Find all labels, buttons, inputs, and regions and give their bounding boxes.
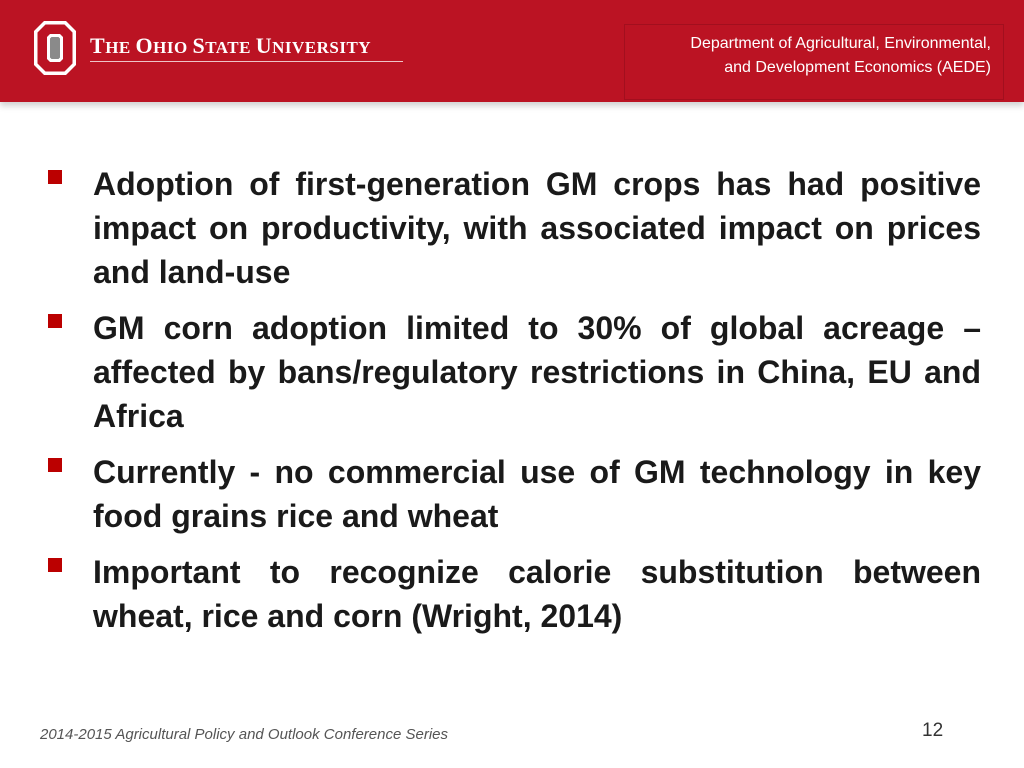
bullet-item: Currently - no commercial use of GM tech…	[40, 450, 981, 538]
square-bullet-icon	[48, 170, 62, 184]
bullet-item: Important to recognize calorie substitut…	[40, 550, 981, 638]
bullet-text: Currently - no commercial use of GM tech…	[93, 454, 981, 534]
footer-series-title: 2014-2015 Agricultural Policy and Outloo…	[40, 726, 449, 743]
square-bullet-icon	[48, 314, 62, 328]
department-line-2: and Development Economics (AEDE)	[724, 59, 991, 76]
bullet-text: GM corn adoption limited to 30% of globa…	[93, 310, 981, 434]
page-number: 12	[922, 720, 944, 741]
bullet-text: Important to recognize calorie substitut…	[93, 554, 981, 634]
bullet-list: Adoption of first-generation GM crops ha…	[40, 162, 981, 650]
department-line-1: Department of Agricultural, Environmenta…	[690, 35, 991, 52]
university-name-underline	[90, 61, 403, 62]
department-box: Department of Agricultural, Environmenta…	[624, 24, 1004, 100]
bullet-item: GM corn adoption limited to 30% of globa…	[40, 306, 981, 438]
square-bullet-icon	[48, 558, 62, 572]
university-name: THE OHIO STATE UNIVERSITY	[90, 33, 372, 58]
ohio-state-block-o-logo	[34, 21, 76, 75]
bullet-item: Adoption of first-generation GM crops ha…	[40, 162, 981, 294]
header-bar: THE OHIO STATE UNIVERSITY Department of …	[0, 0, 1024, 102]
bullet-text: Adoption of first-generation GM crops ha…	[93, 166, 981, 290]
square-bullet-icon	[48, 458, 62, 472]
